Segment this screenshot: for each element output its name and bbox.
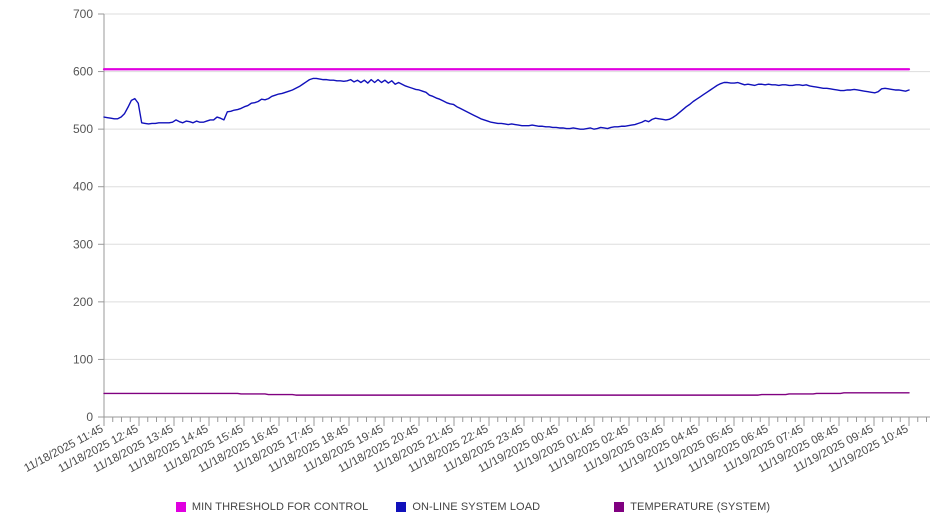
y-axis-tick-label: 500 xyxy=(73,122,93,136)
legend-swatch-icon xyxy=(614,502,625,512)
series-line xyxy=(103,392,910,396)
series-lines xyxy=(102,68,911,396)
y-axis: 0 100 200 300 400 500 600 700 xyxy=(73,7,105,424)
legend-label: MIN THRESHOLD FOR CONTROL xyxy=(191,501,369,513)
y-axis-tick-label: 100 xyxy=(73,352,93,366)
x-axis xyxy=(103,416,930,426)
legend-item[interactable]: MIN THRESHOLD FOR CONTROL xyxy=(175,501,369,513)
y-axis-tick-label: 700 xyxy=(73,7,93,21)
legend-item[interactable]: TEMPERATURE (SYSTEM) xyxy=(614,501,770,513)
legend-item[interactable]: ON-LINE SYSTEM LOAD xyxy=(396,501,540,513)
y-axis-tick-label: 400 xyxy=(73,180,93,194)
grid-lines xyxy=(104,13,930,418)
legend-swatch-icon xyxy=(396,502,407,512)
legend-swatch-icon xyxy=(175,502,186,512)
y-axis-tick-label: 600 xyxy=(73,65,93,79)
legend-label: ON-LINE SYSTEM LOAD xyxy=(412,501,541,513)
series-line xyxy=(103,77,910,130)
chart-legend: MIN THRESHOLD FOR CONTROL ON-LINE SYSTEM … xyxy=(0,495,946,519)
y-axis-tick-label: 300 xyxy=(73,237,93,251)
y-axis-tick-label: 0 xyxy=(86,410,93,424)
legend-label: TEMPERATURE (SYSTEM) xyxy=(630,501,771,513)
y-axis-tick-label: 200 xyxy=(73,295,93,309)
